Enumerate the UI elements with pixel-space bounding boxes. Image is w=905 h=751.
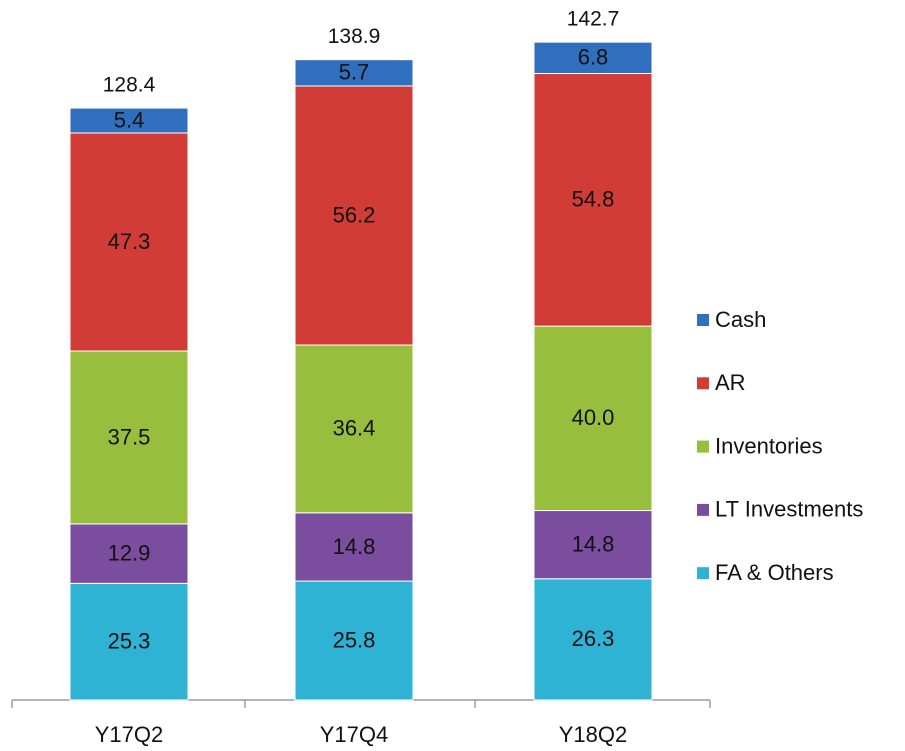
total-label: 138.9	[328, 25, 381, 48]
value-label: 54.8	[572, 187, 615, 212]
x-tick-label: Y17Q2	[95, 722, 164, 747]
value-label: 25.3	[108, 628, 151, 653]
bar-segment	[533, 510, 653, 580]
total-label: 142.7	[567, 8, 620, 31]
value-label: 47.3	[108, 229, 151, 254]
value-label: 36.4	[333, 416, 376, 441]
legend-swatch	[697, 377, 709, 390]
value-label: 14.8	[333, 534, 376, 559]
legend-label: LT Investments	[715, 497, 863, 522]
value-label: 14.8	[572, 531, 615, 556]
x-tick-label: Y18Q2	[559, 722, 628, 747]
legend-swatch	[697, 440, 709, 453]
value-label: 26.3	[572, 626, 615, 651]
legend-label: Inventories	[715, 433, 823, 458]
legend-label: FA & Others	[715, 560, 834, 585]
legend-swatch	[697, 567, 709, 580]
bar-segment	[69, 582, 189, 701]
value-label: 56.2	[333, 202, 376, 227]
bar-segment	[69, 523, 189, 584]
value-label: 5.4	[114, 107, 145, 132]
bar-segment	[294, 85, 414, 346]
legend-swatch	[697, 314, 709, 326]
value-label: 12.9	[108, 540, 151, 565]
bar-segment	[69, 107, 189, 134]
legend-swatch	[697, 503, 709, 516]
bar-segment	[533, 325, 653, 512]
value-label: 6.8	[578, 45, 609, 70]
bar-segment	[294, 512, 414, 582]
bar-segment	[533, 578, 653, 701]
x-tick-label: Y17Q4	[320, 722, 389, 747]
bar-segment	[294, 59, 414, 87]
bar-segment	[533, 73, 653, 327]
legend-label: AR	[715, 370, 746, 395]
value-label: 37.5	[108, 424, 151, 449]
value-label: 40.0	[572, 405, 615, 430]
value-label: 25.8	[333, 627, 376, 652]
bar-segment	[533, 41, 653, 75]
legend-label: Cash	[715, 307, 766, 332]
value-label: 5.7	[339, 60, 370, 85]
bar-segment	[294, 344, 414, 514]
total-label: 128.4	[103, 74, 156, 97]
